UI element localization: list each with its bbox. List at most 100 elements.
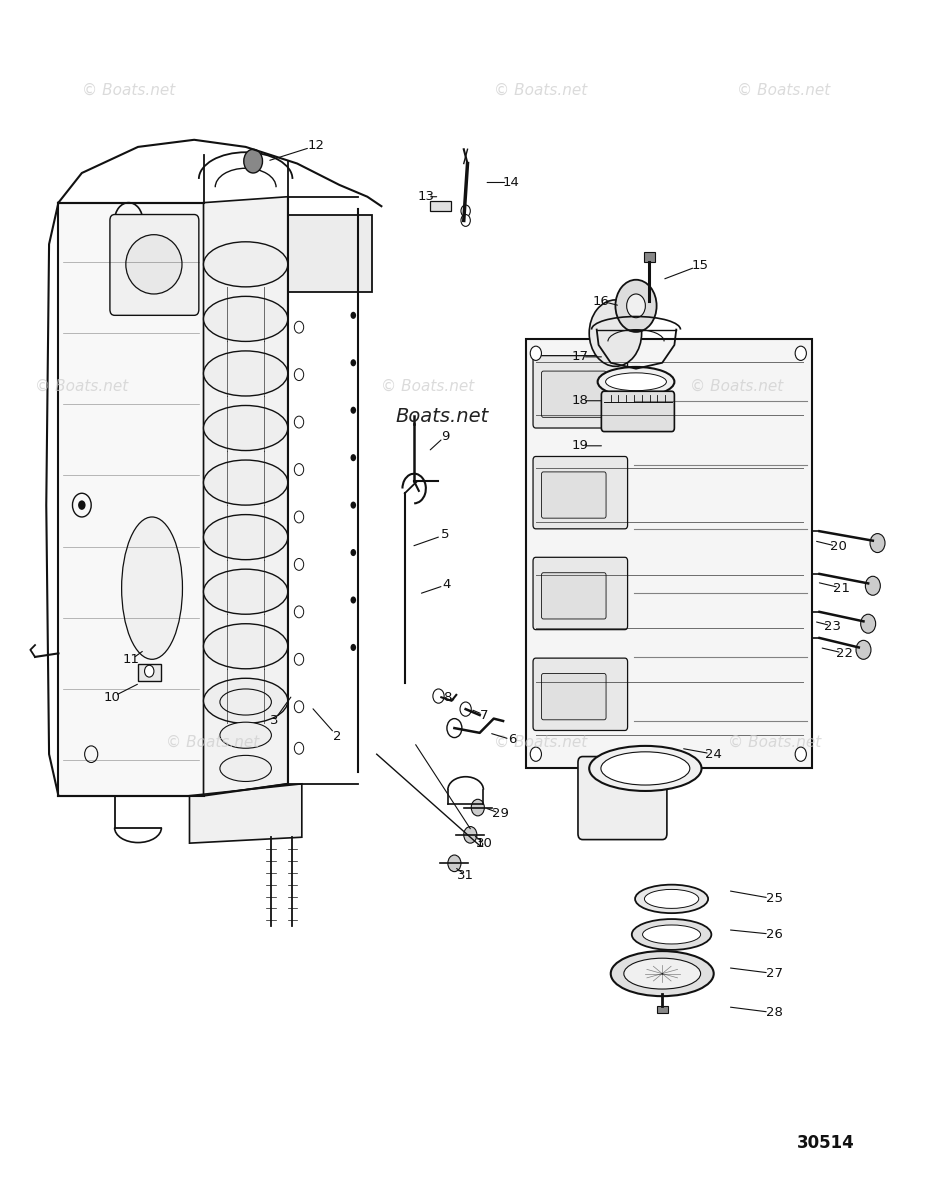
Text: 11: 11 (123, 653, 140, 666)
Text: © Boats.net: © Boats.net (691, 379, 784, 394)
Text: 14: 14 (503, 176, 519, 188)
Ellipse shape (642, 925, 700, 944)
Text: 7: 7 (480, 708, 488, 721)
Text: 9: 9 (441, 430, 449, 443)
Circle shape (616, 280, 656, 332)
FancyBboxPatch shape (59, 203, 203, 796)
Circle shape (351, 454, 356, 461)
Ellipse shape (632, 919, 712, 950)
Circle shape (351, 359, 356, 366)
Text: 23: 23 (824, 619, 841, 632)
FancyBboxPatch shape (138, 664, 162, 680)
Bar (643, 252, 655, 262)
Circle shape (627, 294, 645, 318)
Polygon shape (189, 784, 302, 844)
Circle shape (530, 346, 541, 360)
Circle shape (461, 215, 470, 227)
Circle shape (78, 500, 86, 510)
FancyBboxPatch shape (533, 658, 628, 731)
FancyBboxPatch shape (542, 371, 606, 418)
Bar (656, 1006, 668, 1013)
Circle shape (795, 346, 807, 360)
Text: © Boats.net: © Boats.net (166, 734, 259, 750)
Text: © Boats.net: © Boats.net (82, 83, 175, 97)
Text: 10: 10 (104, 691, 121, 703)
Text: 28: 28 (766, 1007, 783, 1019)
Ellipse shape (203, 241, 288, 287)
Circle shape (464, 827, 477, 844)
Ellipse shape (203, 406, 288, 450)
Circle shape (351, 548, 356, 556)
Text: Boats.net: Boats.net (395, 407, 488, 426)
Circle shape (861, 614, 876, 634)
Circle shape (589, 300, 641, 366)
Text: 15: 15 (692, 259, 708, 272)
Ellipse shape (203, 296, 288, 342)
Circle shape (351, 596, 356, 604)
Ellipse shape (605, 373, 667, 391)
Text: 13: 13 (418, 191, 435, 203)
Ellipse shape (203, 515, 288, 559)
Text: 1: 1 (475, 836, 484, 850)
Polygon shape (203, 197, 288, 796)
Circle shape (447, 856, 461, 871)
Text: 16: 16 (593, 295, 610, 307)
Ellipse shape (601, 752, 690, 785)
Ellipse shape (203, 350, 288, 396)
Ellipse shape (219, 689, 272, 715)
Circle shape (795, 748, 807, 761)
Ellipse shape (125, 235, 182, 294)
Text: 17: 17 (571, 350, 588, 364)
Text: © Boats.net: © Boats.net (737, 83, 830, 97)
FancyBboxPatch shape (542, 472, 606, 518)
Circle shape (870, 534, 885, 552)
Ellipse shape (203, 569, 288, 614)
Ellipse shape (598, 367, 674, 396)
Circle shape (351, 502, 356, 509)
Circle shape (471, 799, 484, 816)
Text: 20: 20 (829, 540, 846, 553)
Circle shape (530, 748, 541, 761)
Text: 19: 19 (571, 439, 588, 452)
Text: © Boats.net: © Boats.net (494, 734, 587, 750)
Text: 18: 18 (571, 395, 588, 407)
Text: 22: 22 (836, 647, 853, 660)
Text: © Boats.net: © Boats.net (35, 379, 128, 394)
Text: © Boats.net: © Boats.net (381, 379, 475, 394)
FancyBboxPatch shape (533, 456, 628, 529)
Text: 21: 21 (833, 582, 850, 595)
Circle shape (244, 149, 262, 173)
Text: 4: 4 (443, 578, 451, 592)
Text: 31: 31 (457, 869, 474, 882)
Ellipse shape (203, 460, 288, 505)
Circle shape (144, 665, 154, 677)
FancyBboxPatch shape (542, 572, 606, 619)
Ellipse shape (635, 884, 708, 913)
Bar (430, 202, 450, 211)
Ellipse shape (611, 952, 713, 996)
Text: 24: 24 (705, 748, 722, 761)
Text: © Boats.net: © Boats.net (728, 734, 821, 750)
FancyBboxPatch shape (288, 215, 372, 292)
Ellipse shape (203, 624, 288, 668)
Text: 26: 26 (766, 928, 783, 941)
FancyBboxPatch shape (533, 355, 628, 428)
Text: 29: 29 (492, 806, 508, 820)
Text: 25: 25 (766, 893, 783, 905)
Ellipse shape (203, 678, 288, 724)
Circle shape (351, 312, 356, 319)
Ellipse shape (589, 746, 701, 791)
FancyBboxPatch shape (578, 756, 667, 840)
Text: 27: 27 (766, 967, 783, 980)
Circle shape (351, 644, 356, 652)
Text: © Boats.net: © Boats.net (494, 83, 587, 97)
Circle shape (461, 205, 470, 217)
Text: 8: 8 (443, 691, 451, 703)
FancyBboxPatch shape (526, 340, 812, 768)
FancyBboxPatch shape (601, 391, 674, 432)
Ellipse shape (122, 517, 182, 659)
Ellipse shape (644, 889, 699, 908)
Text: 2: 2 (333, 730, 342, 743)
Ellipse shape (624, 959, 700, 989)
Text: 3: 3 (270, 714, 278, 727)
